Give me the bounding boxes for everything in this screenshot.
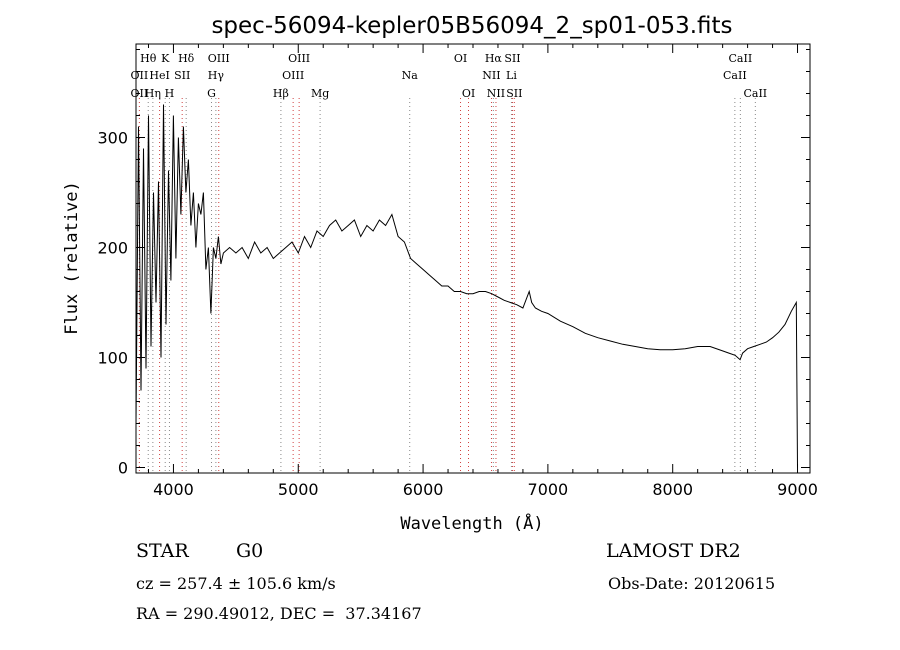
line-label: Na xyxy=(402,69,419,82)
line-label: Hγ xyxy=(208,69,225,82)
object-class: STAR xyxy=(136,540,189,562)
y-tick-label: 100 xyxy=(97,349,128,368)
line-label: OI xyxy=(454,52,467,65)
line-label: NII xyxy=(482,69,500,82)
line-label: OIII xyxy=(288,52,310,65)
y-tick-label: 300 xyxy=(97,129,128,148)
line-label: Hβ xyxy=(273,87,289,100)
spectrum-line xyxy=(136,105,798,468)
line-label: OII xyxy=(131,69,149,82)
axis-ticks-group: 4000 5000 6000 7000 8000 9000 0 100 200 300 xyxy=(97,44,817,499)
y-tick-label: 0 xyxy=(118,459,128,478)
redshift-velocity: cz = 257.4 ± 105.6 km/s xyxy=(136,574,336,593)
line-label: OI xyxy=(462,87,475,100)
object-subclass: G0 xyxy=(236,540,263,562)
line-label: CaII xyxy=(729,52,753,65)
line-label: Hη xyxy=(145,87,161,100)
x-tick-label: 6000 xyxy=(403,480,444,499)
line-label: SII xyxy=(504,52,520,65)
line-label: OIII xyxy=(282,69,304,82)
x-tick-label: 5000 xyxy=(278,480,319,499)
line-label: OIII xyxy=(208,52,230,65)
line-label: HeI xyxy=(149,69,169,82)
line-label: SII xyxy=(506,87,522,100)
line-label: Li xyxy=(506,69,517,82)
y-axis-label: Flux (relative) xyxy=(62,181,82,335)
line-label: CaII xyxy=(743,87,767,100)
line-label: NII xyxy=(487,87,505,100)
plot-frame xyxy=(136,44,810,473)
x-tick-label: 7000 xyxy=(528,480,569,499)
y-tick-label: 200 xyxy=(97,239,128,258)
x-axis-label: Wavelength (Å) xyxy=(400,512,543,534)
line-label: CaII xyxy=(723,69,747,82)
chart-title: spec-56094-kepler05B56094_2_sp01-053.fit… xyxy=(211,13,732,39)
line-label: G xyxy=(207,87,216,100)
line-label: Hθ xyxy=(140,52,157,65)
line-label: SII xyxy=(174,69,190,82)
line-label: Mg xyxy=(311,87,329,100)
line-label: Hα xyxy=(485,52,503,65)
survey-name: LAMOST DR2 xyxy=(606,540,741,562)
line-label: K xyxy=(161,52,170,65)
coordinates: RA = 290.49012, DEC = 37.34167 xyxy=(136,604,422,623)
line-label: Hδ xyxy=(178,52,195,65)
x-tick-label: 4000 xyxy=(153,480,194,499)
x-tick-label: 8000 xyxy=(652,480,693,499)
x-tick-label: 9000 xyxy=(777,480,818,499)
line-label: H xyxy=(165,87,175,100)
observation-date: Obs-Date: 20120615 xyxy=(608,574,775,593)
